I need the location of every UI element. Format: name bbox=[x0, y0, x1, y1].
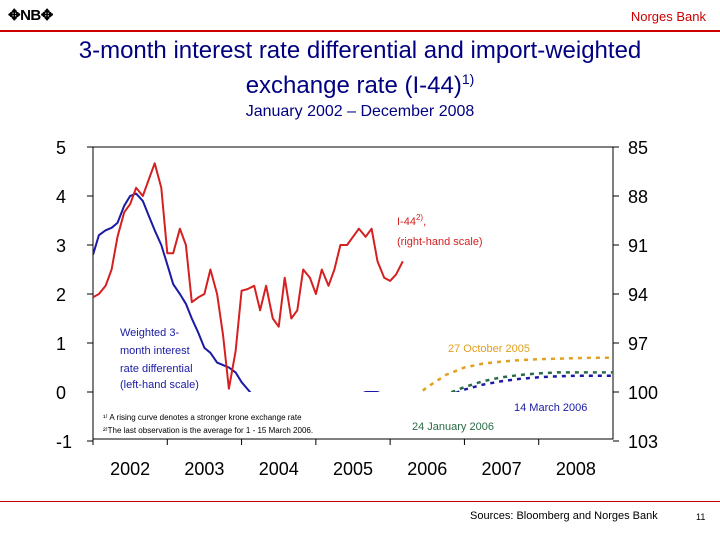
jan2006-label: 24 January 2006 bbox=[412, 421, 494, 433]
i44-label-comma: , bbox=[423, 216, 426, 228]
oct2005-label: 27 October 2005 bbox=[448, 343, 530, 355]
forecast-oct2005-line bbox=[419, 356, 613, 392]
mar2006-label: 14 March 2006 bbox=[514, 402, 587, 414]
right-axis: 85 88 91 94 97 100 103 bbox=[613, 138, 658, 452]
title-line-1: 3-month interest rate differential and i… bbox=[78, 37, 642, 64]
right-tick-label: 97 bbox=[628, 334, 648, 354]
norges-bank-logo: ✥NB✥ bbox=[8, 7, 53, 24]
title-line-2: exchange rate (I-44)1) bbox=[0, 65, 720, 100]
right-tick-label: 94 bbox=[628, 285, 648, 305]
plot-frame bbox=[92, 146, 614, 440]
x-tick-label: 2008 bbox=[556, 459, 596, 479]
x-tick-label: 2007 bbox=[482, 459, 522, 479]
x-tick-label: 2003 bbox=[184, 459, 224, 479]
right-tick-label: 85 bbox=[628, 138, 648, 158]
right-tick-label: 103 bbox=[628, 432, 658, 452]
x-tick-label: 2005 bbox=[333, 459, 373, 479]
left-tick-label: -1 bbox=[56, 432, 72, 452]
right-tick-label: 88 bbox=[628, 187, 648, 207]
page-number: 11 bbox=[696, 512, 706, 522]
left-tick-label: 2 bbox=[56, 285, 66, 305]
diff-label-4: (left-hand scale) bbox=[120, 379, 199, 391]
x-tick-label: 2006 bbox=[407, 459, 447, 479]
left-tick-label: 1 bbox=[56, 334, 66, 354]
forecast-jan2006-line bbox=[448, 371, 613, 392]
footnote-1: ¹⁾ A rising curve denotes a stronger kro… bbox=[103, 413, 302, 422]
right-tick-label: 91 bbox=[628, 236, 648, 256]
x-tick-label: 2004 bbox=[259, 459, 299, 479]
i44-label: I-442), bbox=[397, 213, 426, 228]
slide-subtitle: January 2002 – December 2008 bbox=[245, 103, 475, 120]
slide-title: 3-month interest rate differential and i… bbox=[0, 36, 720, 100]
x-tick-label: 2002 bbox=[110, 459, 150, 479]
x-axis: 2002 2003 2004 2005 2006 2007 2008 bbox=[92, 439, 596, 479]
source-note: Sources: Bloomberg and Norges Bank bbox=[470, 510, 658, 522]
left-tick-label: 4 bbox=[56, 187, 66, 207]
footer-divider bbox=[0, 501, 720, 502]
diff-label-1: Weighted 3- bbox=[120, 327, 179, 339]
title-footnote-marker: 1) bbox=[461, 71, 475, 87]
left-tick-label: 0 bbox=[56, 383, 66, 403]
diff-label-3: rate differential bbox=[120, 363, 193, 375]
bank-name: Norges Bank bbox=[630, 9, 706, 24]
footnotes: ¹⁾ A rising curve denotes a stronger kro… bbox=[103, 411, 313, 437]
i44-label-name: I-44 bbox=[397, 216, 416, 228]
series-layer bbox=[93, 162, 613, 392]
left-tick-label: 3 bbox=[56, 236, 66, 256]
title-line-2-text: exchange rate (I-44) bbox=[245, 72, 462, 99]
right-tick-label: 100 bbox=[628, 383, 658, 403]
i44-label-sup: 2) bbox=[416, 213, 423, 222]
footnote-2: ²⁾The last observation is the average fo… bbox=[103, 426, 314, 435]
forecast-mar2006-line bbox=[454, 374, 613, 392]
i44-scale-label: (right-hand scale) bbox=[397, 236, 483, 248]
diff-label-2: month interest bbox=[120, 345, 190, 357]
left-axis: 5 4 3 2 1 0 -1 bbox=[56, 138, 93, 452]
i44-line bbox=[93, 162, 404, 390]
header-divider bbox=[0, 30, 720, 32]
left-tick-label: 5 bbox=[56, 138, 66, 158]
